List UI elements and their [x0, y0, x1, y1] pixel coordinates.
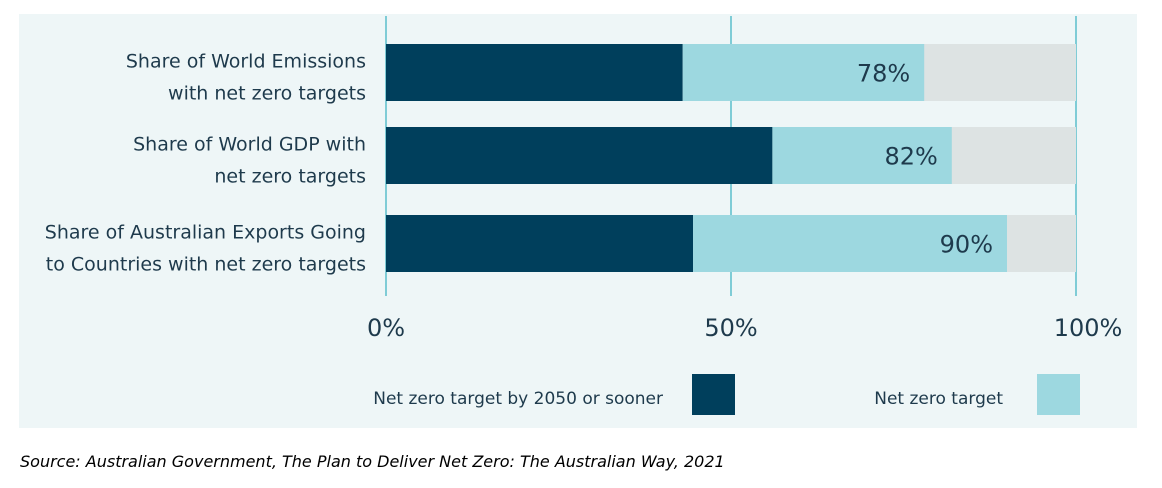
legend-swatch-0 — [692, 374, 735, 415]
category-label-0-1: with net zero targets — [168, 83, 366, 105]
tick-label-0: 0% — [367, 314, 405, 342]
data-label-0: 78% — [857, 60, 910, 88]
data-label-2: 90% — [940, 231, 993, 259]
tick-label-1: 50% — [704, 314, 757, 342]
category-label-1-1: net zero targets — [214, 166, 366, 188]
stacked-bar-chart: 78% Share of World Emissions with net zero… — [19, 14, 1137, 428]
legend-label-0: Net zero target by 2050 or sooner — [373, 389, 663, 409]
data-label-1: 82% — [884, 143, 937, 171]
chart-panel: 78% Share of World Emissions with net zero… — [19, 14, 1137, 428]
category-label-2-1: to Countries with net zero targets — [46, 254, 366, 276]
category-label-1-0: Share of World GDP with — [133, 134, 366, 156]
legend-label-1: Net zero target — [874, 389, 1003, 409]
bar-by-2050-1 — [386, 127, 773, 184]
bar-net-zero-0 — [682, 44, 925, 101]
tick-label-2: 100% — [1054, 314, 1123, 342]
legend-swatch-1 — [1037, 374, 1080, 415]
bar-net-zero-2 — [693, 215, 1007, 272]
bar-net-zero-1 — [772, 127, 952, 184]
bar-by-2050-2 — [386, 215, 694, 272]
source-note: Source: Australian Government, The Plan … — [20, 452, 725, 471]
bar-by-2050-0 — [386, 44, 683, 101]
category-label-2-0: Share of Australian Exports Going — [45, 222, 366, 244]
category-label-0-0: Share of World Emissions — [126, 51, 366, 73]
